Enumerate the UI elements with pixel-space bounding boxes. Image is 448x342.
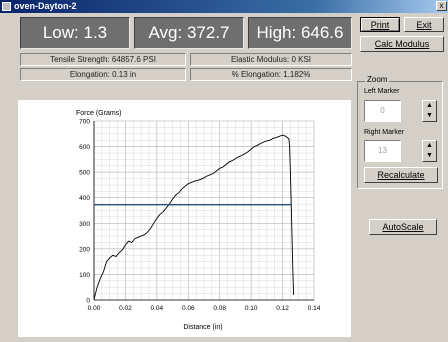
low-value: 1.3 xyxy=(83,23,108,42)
avg-value: 372.7 xyxy=(186,23,230,42)
tensile-strength: Tensile Strength: 64857.6 PSI xyxy=(20,53,186,66)
y-tick-label: 400 xyxy=(79,195,90,202)
elongation: Elongation: 0.13 in xyxy=(20,68,186,81)
y-tick-label: 300 xyxy=(79,221,90,228)
high-label: High: xyxy=(256,23,297,42)
autoscale-button[interactable]: AutoScale xyxy=(369,219,437,235)
avg-stat: Avg: 372.7 xyxy=(134,17,244,49)
x-tick-label: 0.04 xyxy=(151,305,164,312)
y-tick-labels: 0 100 200 300 400 500 600 700 xyxy=(79,119,90,305)
high-value: 646.6 xyxy=(300,23,344,42)
exit-button[interactable]: Exit xyxy=(404,17,444,32)
chevron-up-icon[interactable]: ▲ xyxy=(426,102,433,109)
zoom-group xyxy=(357,81,443,189)
elastic-modulus: Elastic Modulus: 0 KSI xyxy=(190,53,352,66)
series-layer xyxy=(93,134,295,300)
x-tick-labels: 0.00 0.02 0.04 0.06 0.08 0.10 0.12 0.14 xyxy=(88,305,321,312)
x-tick-label: 0.14 xyxy=(308,305,321,312)
y-axis-label: Force (Grams) xyxy=(76,110,122,117)
right-marker-input[interactable]: 13 xyxy=(364,140,401,162)
y-tick-label: 100 xyxy=(79,272,90,279)
chart-panel: 0 100 200 300 400 500 600 700 0.00 0.02 0.04 0.06 0… xyxy=(18,100,351,337)
x-axis-label: Distance (in) xyxy=(183,324,222,331)
app-icon xyxy=(2,2,11,11)
y-tick-label: 700 xyxy=(79,119,90,126)
left-marker-label: Left Marker xyxy=(364,88,400,95)
print-button[interactable]: Print xyxy=(360,17,400,32)
avg-label: Avg: xyxy=(148,23,183,42)
force-series-line xyxy=(93,134,295,300)
high-stat: High: 646.6 xyxy=(248,17,352,49)
pct-elongation: % Elongation: 1.182% xyxy=(190,68,352,81)
y-tick-label: 0 xyxy=(86,298,90,305)
right-marker-label: Right Marker xyxy=(364,129,405,136)
minor-grid xyxy=(93,120,315,301)
y-tick-label: 600 xyxy=(79,144,90,151)
axes xyxy=(93,121,314,301)
x-tick-label: 0.12 xyxy=(276,305,289,312)
zoom-group-label: Zoom xyxy=(365,75,390,84)
left-marker-input[interactable]: 0 xyxy=(364,100,401,122)
chevron-down-icon[interactable]: ▼ xyxy=(426,112,433,119)
chevron-down-icon[interactable]: ▼ xyxy=(426,152,433,159)
x-tick-label: 0.08 xyxy=(213,305,226,312)
low-stat: Low: 1.3 xyxy=(20,17,130,49)
x-tick-label: 0.06 xyxy=(182,305,195,312)
recalculate-button[interactable]: Recalculate xyxy=(364,167,438,183)
x-tick-label: 0.10 xyxy=(245,305,258,312)
x-tick-label: 0.02 xyxy=(119,305,132,312)
low-label: Low: xyxy=(42,23,79,42)
right-marker-stepper[interactable]: ▲ ▼ xyxy=(422,140,437,162)
calc-modulus-button[interactable]: Calc Modulus xyxy=(360,36,444,52)
y-tick-label: 200 xyxy=(79,246,90,253)
left-marker-stepper[interactable]: ▲ ▼ xyxy=(422,100,437,122)
close-icon[interactable]: x xyxy=(436,1,447,11)
y-tick-label: 500 xyxy=(79,170,90,177)
x-tick-label: 0.00 xyxy=(88,305,101,312)
window-title: oven-Dayton-2 xyxy=(14,1,77,11)
title-bar: oven-Dayton-2 x xyxy=(0,0,448,13)
chevron-up-icon[interactable]: ▲ xyxy=(426,142,433,149)
